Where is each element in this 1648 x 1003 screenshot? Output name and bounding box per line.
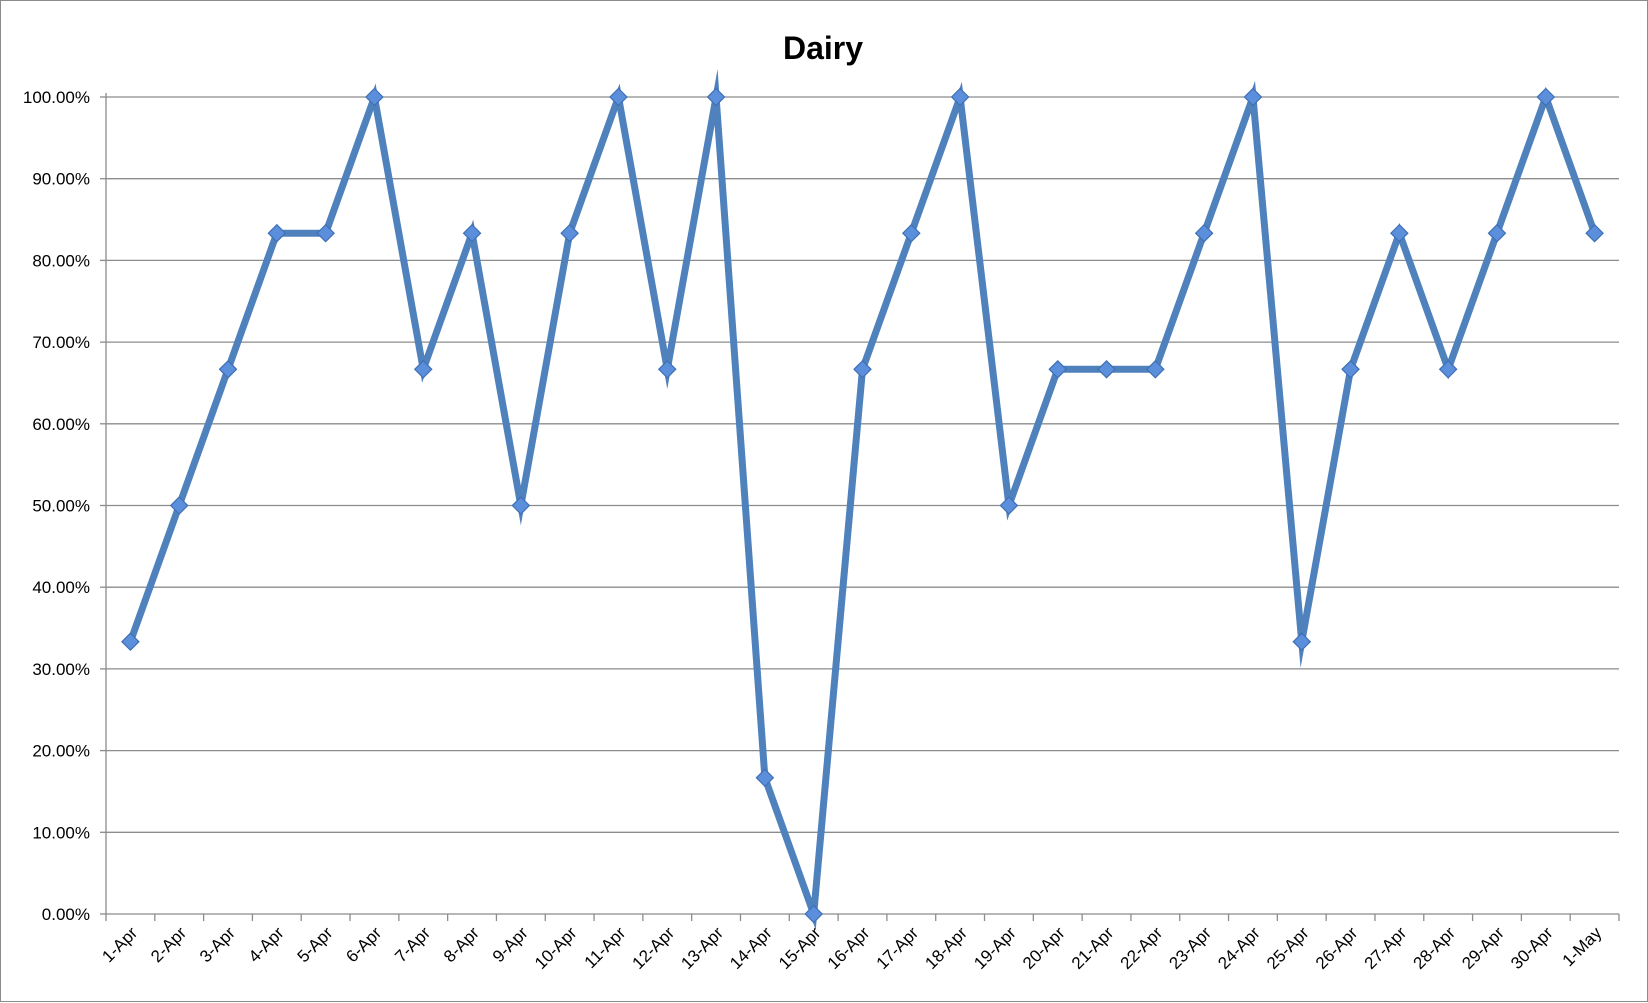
data-point-marker (706, 87, 726, 107)
y-axis-tick-labels: 0.00% 10.00% 20.00% 30.00% 40.00% 50.00% 60.00… (23, 88, 90, 924)
x-tick-label: 15-Apr (775, 923, 825, 973)
data-point-marker (413, 359, 433, 379)
x-tick-label: 29-Apr (1458, 923, 1508, 973)
y-tick-label: 80.00% (32, 251, 90, 270)
x-tick-label: 19-Apr (970, 923, 1020, 973)
y-tick-label: 100.00% (23, 88, 90, 107)
data-point-marker (755, 768, 775, 788)
y-tick-label: 50.00% (32, 497, 90, 516)
x-tick-label: 13-Apr (677, 923, 727, 973)
data-point-marker (1438, 359, 1458, 379)
data-point-marker (365, 87, 384, 107)
y-tick-label: 60.00% (32, 415, 90, 434)
x-axis-tick-labels: 1-Apr 2-Apr 3-Apr 4-Apr 5-Apr 6-Apr 7-Apr 8-Apr… (98, 923, 1605, 973)
data-point-marker (1097, 359, 1116, 379)
x-tick-label: 30-Apr (1507, 923, 1557, 973)
x-tick-label: 8-Apr (440, 923, 483, 966)
x-tick-label: 21-Apr (1068, 923, 1118, 973)
x-tick-label: 16-Apr (824, 923, 874, 973)
chart-title: Dairy (783, 30, 863, 66)
data-point-marker (1536, 87, 1556, 107)
x-tick-label: 18-Apr (921, 923, 971, 973)
data-point-markers (121, 87, 1604, 924)
data-point-marker (1145, 359, 1165, 379)
y-tick-label: 90.00% (32, 170, 90, 189)
data-point-marker (218, 359, 238, 379)
x-tick-label: 4-Apr (245, 923, 288, 966)
x-tick-label: 26-Apr (1312, 923, 1362, 973)
data-point-marker (267, 223, 287, 243)
axes (100, 93, 1620, 921)
x-tick-label: 14-Apr (726, 923, 776, 973)
x-tick-label: 22-Apr (1117, 923, 1167, 973)
data-point-marker (560, 223, 580, 243)
x-tick-label: 6-Apr (342, 923, 385, 966)
y-tick-label: 10.00% (32, 823, 90, 842)
data-point-marker (1487, 223, 1507, 243)
data-point-marker (169, 496, 189, 515)
y-tick-label: 30.00% (32, 660, 90, 679)
x-tick-label: 1-May (1559, 923, 1606, 970)
data-point-marker (1341, 359, 1360, 379)
data-point-marker (999, 496, 1019, 515)
y-tick-label: 20.00% (32, 742, 90, 761)
data-point-marker (462, 223, 482, 243)
data-point-marker (901, 223, 921, 243)
data-point-marker (1292, 632, 1312, 652)
x-tick-label: 23-Apr (1165, 923, 1215, 973)
x-tick-label: 24-Apr (1214, 923, 1264, 973)
data-point-marker (1585, 223, 1604, 243)
y-tick-label: 0.00% (42, 905, 90, 924)
data-point-marker (804, 904, 824, 924)
x-tick-label: 3-Apr (196, 923, 239, 966)
gridlines (106, 96, 1619, 833)
x-tick-label: 28-Apr (1409, 923, 1459, 973)
data-point-marker (1048, 359, 1068, 379)
x-tick-label: 1-Apr (98, 923, 141, 966)
x-tick-label: 27-Apr (1361, 923, 1411, 973)
x-tick-label: 10-Apr (531, 923, 581, 973)
x-tick-label: 12-Apr (629, 923, 679, 973)
x-tick-label: 25-Apr (1263, 923, 1313, 973)
data-point-marker (853, 359, 872, 379)
data-point-marker (1390, 223, 1409, 243)
data-point-marker (657, 359, 677, 379)
x-tick-label: 17-Apr (873, 923, 923, 973)
data-point-marker (316, 223, 335, 243)
data-point-marker (511, 496, 531, 515)
y-tick-label: 40.00% (32, 578, 90, 597)
data-point-marker (1243, 87, 1263, 107)
x-tick-label: 9-Apr (489, 923, 532, 966)
data-point-marker (1194, 223, 1214, 243)
x-tick-label: 20-Apr (1019, 923, 1069, 973)
data-point-marker (950, 87, 970, 107)
x-tick-label: 7-Apr (391, 923, 434, 966)
data-point-marker (121, 632, 140, 652)
x-tick-label: 2-Apr (147, 923, 190, 966)
data-point-marker (609, 87, 628, 107)
y-tick-label: 70.00% (32, 333, 90, 352)
x-tick-label: 5-Apr (294, 923, 337, 966)
x-tick-label: 11-Apr (581, 923, 630, 972)
